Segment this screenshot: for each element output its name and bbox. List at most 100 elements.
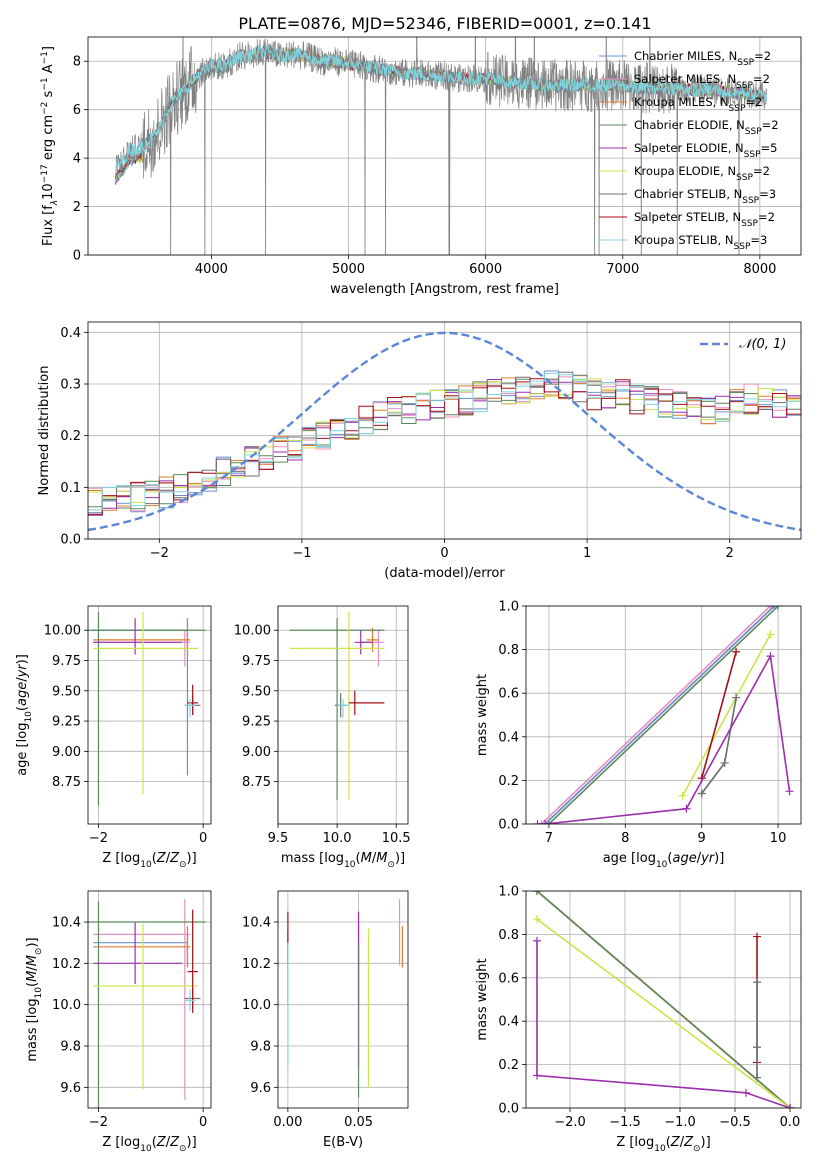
y-tick-label: 10.00 — [234, 624, 271, 639]
y-tick-label: 0.2 — [498, 774, 519, 789]
y-tick-label: 0.8 — [498, 928, 519, 943]
label-part: Z — [156, 851, 167, 866]
x-axis-label: Z [log10(Z/Z⊙)] — [102, 851, 196, 870]
legend-entry: Chabrier ELODIE, NSSP=2 — [634, 118, 779, 137]
series-line — [548, 606, 779, 824]
plot-area — [533, 606, 794, 824]
x-tick-label: 9 — [698, 831, 706, 846]
y-tick-label: 4 — [73, 152, 81, 167]
legend-entry: 𝒩(0, 1) — [739, 337, 786, 352]
y-axis-label: mass [log10(M/M⊙)] — [25, 937, 44, 1061]
figure-title: PLATE=0876, MJD=52346, FIBERID=0001, z=0… — [238, 14, 651, 33]
x-tick-label: 10 — [770, 831, 787, 846]
axes-frame — [525, 890, 802, 1109]
y-tick-label: 0.4 — [60, 326, 81, 341]
y-tick-label: 10.4 — [52, 916, 81, 931]
label-part: ( — [356, 851, 361, 866]
data-point-marker — [533, 915, 541, 924]
label-part: SSP — [737, 58, 754, 68]
series-line — [681, 633, 772, 797]
y-tick-label: 10.0 — [242, 998, 271, 1013]
label-part: =2 — [754, 49, 771, 63]
data-point-marker — [774, 606, 783, 610]
x-axis-label: E(B-V) — [323, 1135, 363, 1150]
axes-frame — [87, 890, 212, 1109]
data-point-marker — [541, 820, 550, 824]
legend-entry: Salpeter ELODIE, NSSP=5 — [634, 141, 777, 160]
label-part: M — [25, 971, 40, 982]
y-tick-label: 6 — [73, 103, 81, 118]
axes-frame — [525, 605, 802, 825]
label-part: )] — [187, 851, 197, 866]
label-part: Z [log — [616, 1135, 654, 1150]
label-part: Kroupa STELIB, N — [634, 233, 734, 247]
y-tick-label: 0.4 — [498, 730, 519, 745]
x-axis-label: mass [log10(M/M⊙)] — [281, 851, 405, 870]
label-part: / — [697, 851, 702, 866]
label-part: SSP — [734, 242, 751, 252]
label-part: )] — [395, 851, 405, 866]
label-part: =2 — [762, 118, 779, 132]
data-point-marker — [533, 936, 541, 945]
y-tick-label: 9.00 — [242, 745, 271, 760]
x-tick-label: 4000 — [195, 262, 228, 277]
y-tick-label: 10.0 — [52, 998, 81, 1013]
x-tick-label: −1.5 — [609, 1115, 641, 1130]
label-part: Z — [169, 851, 180, 866]
series-line — [536, 940, 791, 1108]
label-part: SSP — [729, 104, 746, 114]
axes-frame — [277, 605, 409, 825]
x-axis-label: (data-model)/error — [384, 566, 505, 581]
data-point-marker — [533, 1071, 541, 1080]
axes-frame — [87, 36, 802, 256]
y-tick-label: 8 — [73, 55, 81, 70]
y-tick-label: 0.6 — [498, 687, 519, 702]
label-part: (data-model)/error — [384, 566, 505, 581]
label-part: s — [41, 90, 56, 101]
y-tick-label: 9.50 — [52, 684, 81, 699]
label-part: M — [25, 955, 40, 966]
label-part: erg cm — [41, 115, 56, 164]
panel-mass_vs_EBV: 0.00 0.05 9.6 9.8 10.0 10.2 10.4 E(B-V) — [242, 890, 409, 1150]
model-spectrum-line — [115, 44, 768, 169]
panel-massweight_vs_Z: −2.0 −1.5 −1.0 −0.5 0.0 0.0 0.2 0.4 0.6 0.8 1.0 Z [… — [475, 885, 802, 1154]
x-tick-label: 8000 — [743, 262, 776, 277]
y-tick-label: 0.1 — [60, 481, 81, 496]
label-part: =3 — [759, 187, 776, 201]
data-point-marker — [682, 804, 691, 813]
x-tick-label: −0.5 — [719, 1115, 751, 1130]
y-tick-label: 10.4 — [242, 916, 271, 931]
label-part: SSP — [741, 219, 758, 229]
data-point-marker — [533, 891, 541, 895]
x-tick-label: 6000 — [469, 262, 502, 277]
x-tick-label: 8 — [621, 831, 629, 846]
label-part: =2 — [753, 72, 770, 86]
x-tick-label: −1 — [292, 546, 311, 561]
y-axis-label: mass weight — [475, 674, 490, 756]
label-part: Kroupa ELODIE, N — [634, 164, 736, 178]
label-part: mass weight — [475, 674, 490, 756]
x-axis-label: wavelength [Angstrom, rest frame] — [330, 282, 559, 297]
label-part: E(B-V) — [323, 1135, 363, 1150]
label-part: Salpeter MILES, N — [634, 72, 736, 86]
label-part: ( — [152, 1135, 157, 1150]
y-tick-label: 0.2 — [60, 429, 81, 444]
y-axis-label: mass weight — [475, 958, 490, 1040]
x-axis-label: Z [log10(Z/Z⊙)] — [102, 1135, 196, 1154]
label-part: 10 — [34, 987, 44, 999]
label-part: ⊙ — [387, 860, 395, 870]
x-tick-label: 0.00 — [273, 1115, 302, 1130]
y-axis-label: Normed distribution — [37, 366, 52, 496]
label-part: Z [log — [102, 851, 140, 866]
x-tick-label: 0.05 — [344, 1115, 373, 1130]
x-tick-label: 7 — [545, 831, 553, 846]
x-tick-label: −2.0 — [554, 1115, 586, 1130]
data-point-marker — [786, 1104, 794, 1108]
x-tick-label: 10.5 — [382, 831, 411, 846]
y-tick-label: 10.00 — [44, 624, 81, 639]
x-tick-label: 9.5 — [268, 831, 289, 846]
label-part: SSP — [736, 81, 753, 91]
y-tick-label: 9.00 — [52, 745, 81, 760]
plot-area — [88, 331, 801, 532]
